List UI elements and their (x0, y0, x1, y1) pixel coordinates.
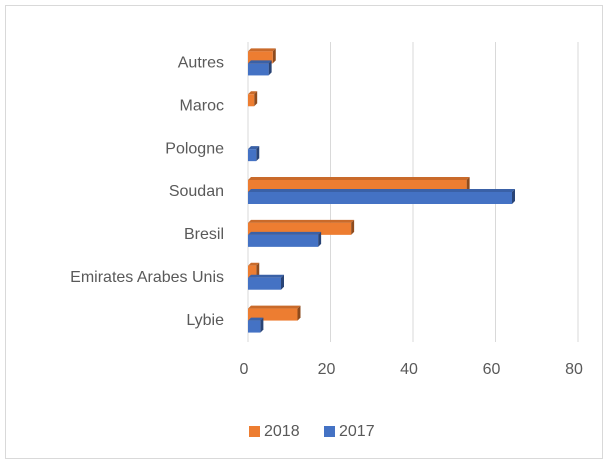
bar (248, 189, 515, 204)
bar-face (260, 317, 264, 333)
bar-face (256, 146, 260, 162)
bar (248, 231, 322, 247)
bar (248, 317, 264, 333)
x-tick-label: 60 (483, 361, 501, 378)
bar-face (248, 219, 355, 223)
bar-face (248, 320, 261, 333)
y-tick-label: Maroc (180, 98, 224, 115)
y-tick-label: Emirates Arabes Unis (70, 269, 224, 286)
y-tick-label: Autres (178, 55, 224, 72)
legend-swatch (324, 426, 335, 437)
bar-face (248, 48, 276, 52)
y-tick-label: Pologne (165, 140, 224, 157)
bar-face (268, 60, 272, 76)
bar-face (248, 277, 281, 290)
bar (248, 60, 272, 76)
bar (248, 91, 258, 107)
legend-label: 2017 (339, 423, 375, 440)
y-tick-label: Soudan (169, 183, 224, 200)
bar-face (248, 63, 269, 76)
bar-face (466, 177, 470, 192)
x-tick-label: 0 (240, 361, 249, 378)
bar-face (248, 262, 260, 266)
bar-face (256, 262, 260, 278)
x-tick-label: 80 (565, 361, 583, 378)
bar-face (248, 317, 264, 321)
bar-face (297, 305, 301, 321)
y-tick-label: Bresil (184, 226, 224, 243)
bar-face (248, 60, 272, 64)
bar-face (248, 94, 255, 107)
bar-face (248, 177, 470, 180)
bar-face (248, 265, 257, 278)
bar-face (318, 231, 322, 247)
bar-face (512, 189, 515, 204)
x-tick-label: 40 (400, 361, 418, 378)
x-tick-label: 20 (318, 361, 336, 378)
bar-face (351, 219, 355, 235)
bar-face (248, 274, 284, 278)
bar (248, 274, 284, 290)
bar-face (281, 274, 284, 290)
bar-face (248, 231, 322, 235)
bar-face (248, 91, 258, 95)
bar-face (254, 91, 258, 107)
bar-face (248, 189, 515, 192)
bar-face (248, 149, 257, 162)
bar-face (272, 48, 276, 64)
bar (248, 262, 260, 278)
legend-label: 2018 (264, 423, 300, 440)
bar-face (248, 234, 319, 247)
bar (248, 146, 260, 162)
y-tick-label: Lybie (186, 312, 224, 329)
bar-face (248, 146, 260, 150)
bar-face (248, 192, 512, 204)
legend-swatch (249, 426, 260, 437)
bar-face (248, 305, 301, 309)
